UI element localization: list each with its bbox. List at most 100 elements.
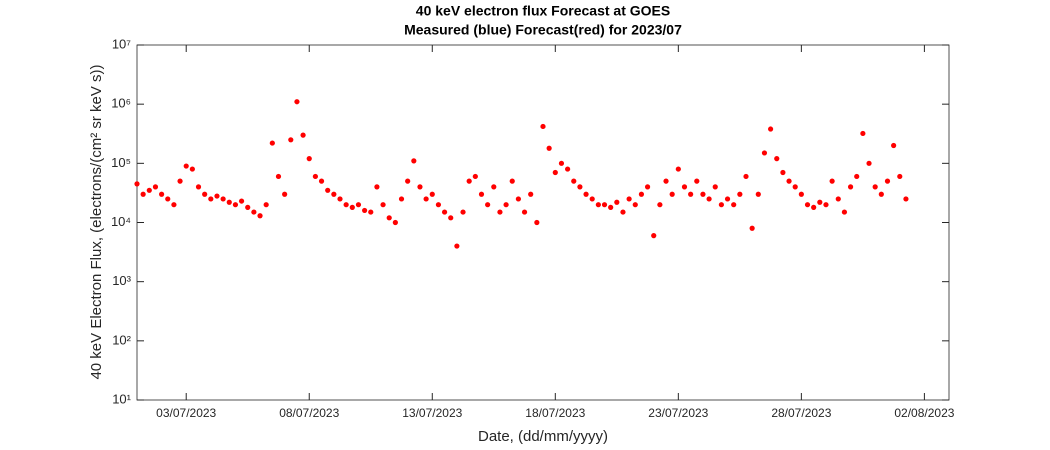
data-point	[737, 191, 743, 197]
data-point	[768, 126, 774, 132]
data-point	[146, 187, 152, 193]
data-point	[761, 150, 768, 156]
x-tick-label: 08/07/2023	[279, 406, 339, 420]
data-point	[601, 202, 608, 208]
data-point	[841, 209, 848, 215]
y-axis-title: 40 keV Electron Flux, (electrons/(cm² sr…	[88, 64, 105, 379]
data-point	[546, 145, 552, 151]
data-point	[497, 209, 503, 215]
data-point	[694, 178, 700, 184]
data-point	[614, 199, 620, 205]
x-axis-title: Date, (dd/mm/yyyy)	[478, 428, 608, 445]
data-point	[275, 173, 282, 180]
data-point	[731, 202, 737, 208]
data-point	[571, 178, 577, 184]
data-point	[208, 196, 214, 202]
data-point	[872, 184, 878, 190]
data-point	[460, 209, 466, 215]
data-point	[472, 173, 478, 180]
data-point	[294, 99, 300, 105]
data-point	[429, 191, 435, 197]
y-tick-label: 10⁶	[111, 96, 131, 111]
y-tick-label: 10²	[112, 332, 131, 347]
data-point	[318, 178, 325, 184]
data-point	[441, 209, 448, 215]
data-point	[675, 166, 681, 172]
data-point	[577, 184, 583, 190]
data-point	[724, 196, 731, 202]
data-point	[226, 199, 232, 205]
plot-frame	[136, 44, 950, 401]
data-point	[884, 178, 891, 184]
data-point	[177, 178, 183, 184]
y-tick-label: 10⁴	[111, 214, 131, 229]
x-tick-label: 18/07/2023	[525, 406, 585, 420]
data-point	[786, 178, 792, 184]
data-point	[866, 160, 872, 166]
data-point	[349, 204, 355, 210]
data-point	[860, 130, 866, 137]
data-point	[448, 215, 454, 221]
data-point	[558, 160, 565, 166]
y-tick-label: 10⁷	[112, 36, 131, 51]
data-point	[140, 191, 146, 197]
data-point	[595, 202, 601, 208]
data-point	[454, 243, 460, 249]
data-point	[325, 187, 331, 193]
data-point	[632, 202, 638, 208]
data-point	[134, 181, 140, 187]
data-point	[491, 184, 497, 190]
data-point	[263, 202, 269, 208]
data-point	[232, 202, 239, 208]
data-point	[780, 169, 786, 176]
data-point	[620, 209, 626, 215]
data-point	[423, 196, 429, 202]
data-point	[503, 202, 509, 208]
data-point	[368, 209, 374, 215]
x-tick-label: 02/08/2023	[894, 406, 954, 420]
data-point	[485, 202, 491, 208]
data-point	[774, 156, 780, 162]
data-point	[804, 202, 811, 208]
data-point	[238, 198, 245, 204]
data-point	[220, 196, 226, 202]
data-point	[183, 163, 189, 169]
data-point	[854, 173, 860, 180]
data-point	[817, 199, 823, 205]
data-point	[583, 191, 589, 197]
x-tick-label: 13/07/2023	[402, 406, 462, 420]
data-point	[688, 191, 694, 197]
data-point	[823, 202, 829, 208]
data-point	[663, 178, 669, 184]
data-point	[355, 202, 362, 208]
data-point	[405, 178, 411, 184]
x-tick-label: 28/07/2023	[771, 406, 831, 420]
y-tick-label: 10³	[112, 273, 131, 288]
data-point	[565, 166, 571, 172]
data-point	[897, 173, 903, 180]
data-point	[829, 178, 835, 184]
data-point	[269, 140, 275, 146]
data-point	[214, 193, 220, 199]
data-point	[159, 191, 165, 197]
data-point	[878, 191, 884, 197]
x-tick-label: 23/07/2023	[648, 406, 708, 420]
data-point	[638, 191, 645, 197]
data-point	[165, 196, 171, 202]
data-point	[528, 191, 534, 197]
data-point	[743, 173, 749, 180]
data-point	[417, 184, 423, 190]
data-point	[755, 191, 761, 197]
data-point	[509, 178, 515, 184]
data-point	[811, 204, 817, 210]
data-point	[195, 184, 202, 190]
data-point	[300, 132, 306, 138]
data-point	[540, 123, 546, 130]
data-point	[681, 184, 688, 190]
data-point	[362, 207, 368, 214]
data-point	[288, 137, 294, 143]
data-point	[398, 196, 405, 202]
x-tick-label: 03/07/2023	[156, 406, 216, 420]
data-point	[718, 202, 724, 208]
